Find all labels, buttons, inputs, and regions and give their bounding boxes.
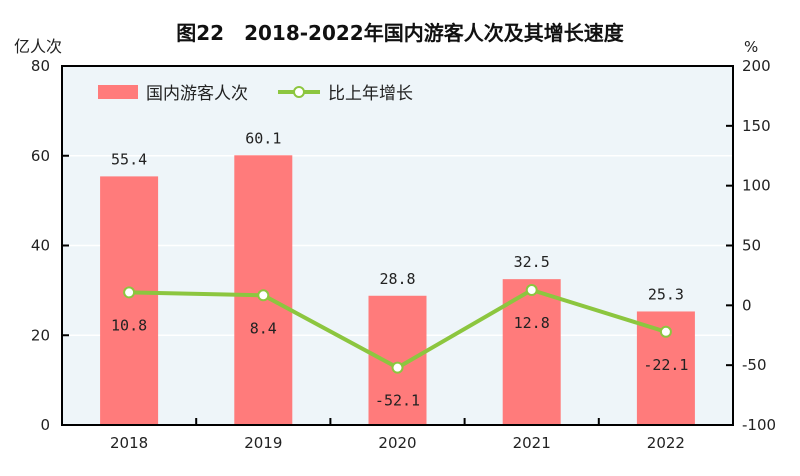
bar-value-label: 55.4 bbox=[111, 150, 147, 168]
x-tick-label: 2021 bbox=[513, 434, 551, 452]
growth-point-2019 bbox=[257, 289, 270, 302]
right-axis-label: % bbox=[744, 38, 758, 56]
x-tick-label: 2019 bbox=[244, 434, 282, 452]
bar-value-label: 60.1 bbox=[245, 129, 281, 147]
right-tick-label: 0 bbox=[742, 296, 752, 314]
legend-bar-swatch bbox=[98, 85, 138, 99]
left-tick-label: 0 bbox=[40, 416, 50, 434]
legend-bar-label: 国内游客人次 bbox=[146, 84, 248, 104]
right-tick-label: 150 bbox=[742, 117, 771, 135]
bar-value-label: 28.8 bbox=[379, 270, 415, 288]
left-tick-label: 40 bbox=[31, 237, 50, 255]
growth-point-2018 bbox=[123, 286, 136, 299]
x-tick-label: 2020 bbox=[378, 434, 416, 452]
growth-value-label: -22.1 bbox=[643, 356, 688, 374]
growth-point-2022 bbox=[659, 325, 672, 338]
growth-value-label: -52.1 bbox=[375, 392, 420, 410]
right-tick-label: -50 bbox=[742, 356, 767, 374]
legend-line-marker bbox=[293, 86, 305, 98]
right-tick-label: 100 bbox=[742, 177, 771, 195]
growth-point-2020 bbox=[391, 361, 404, 374]
legend-line-label: 比上年增长 bbox=[328, 84, 413, 104]
right-tick-label: -100 bbox=[742, 416, 776, 434]
left-tick-label: 20 bbox=[31, 326, 50, 344]
growth-point-2021 bbox=[525, 284, 538, 297]
left-tick-label: 80 bbox=[31, 57, 50, 75]
bar-value-label: 32.5 bbox=[514, 253, 550, 271]
x-tick-label: 2018 bbox=[110, 434, 148, 452]
growth-value-label: 10.8 bbox=[111, 316, 147, 334]
growth-value-label: 12.8 bbox=[514, 314, 550, 332]
right-tick-label: 200 bbox=[742, 57, 771, 75]
bar-value-label: 25.3 bbox=[648, 285, 684, 303]
growth-value-label: 8.4 bbox=[250, 319, 277, 337]
bar-2018 bbox=[100, 176, 159, 425]
left-axis-label: 亿人次 bbox=[14, 37, 62, 56]
x-tick-label: 2022 bbox=[647, 434, 685, 452]
right-tick-label: 50 bbox=[742, 237, 761, 255]
left-tick-label: 60 bbox=[31, 147, 50, 165]
bar-2020 bbox=[368, 295, 427, 425]
chart-title: 图22 2018-2022年国内游客人次及其增长速度 bbox=[176, 21, 624, 45]
